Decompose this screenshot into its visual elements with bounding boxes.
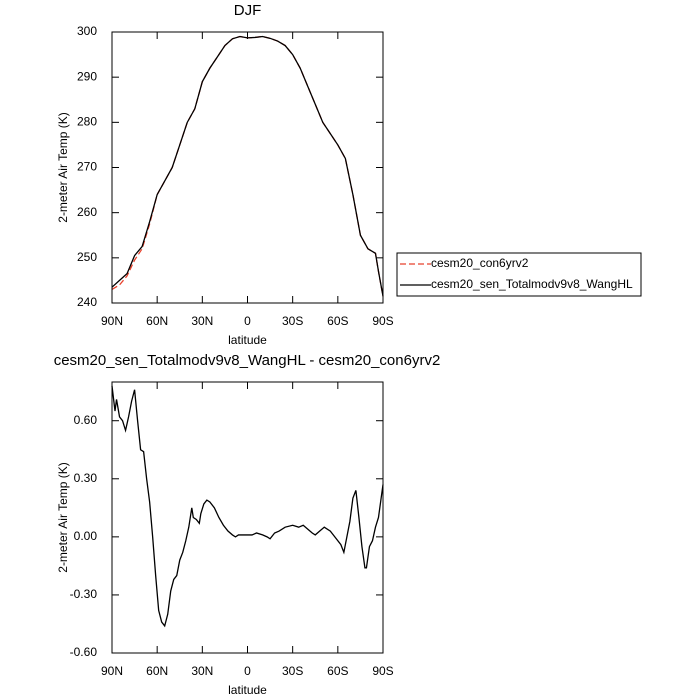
x-tick-label: 90N <box>101 314 123 328</box>
y-tick-label: -0.60 <box>70 645 98 659</box>
x-tick-label: 90S <box>372 664 393 678</box>
x-tick-label: 90S <box>372 314 393 328</box>
y-tick-label: 0.30 <box>74 471 98 485</box>
y-tick-label: 270 <box>77 160 97 174</box>
plot-frame <box>111 381 384 654</box>
y-axis-label: 2-meter Air Temp (K) <box>56 112 70 222</box>
legend-label: cesm20_sen_Totalmodv9v8_WangHL <box>431 277 633 291</box>
x-tick-label: 30S <box>282 314 303 328</box>
y-tick-label: -0.30 <box>70 587 98 601</box>
x-tick-label: 60S <box>327 664 348 678</box>
x-tick-label: 30N <box>191 664 213 678</box>
x-tick-label: 30N <box>191 314 213 328</box>
x-tick-label: 0 <box>244 314 251 328</box>
y-tick-label: 240 <box>77 295 97 309</box>
x-tick-label: 30S <box>282 664 303 678</box>
chart-title: DJF <box>234 2 262 19</box>
plot-frame <box>111 31 384 304</box>
y-tick-label: 290 <box>77 69 97 83</box>
y-tick-label: 280 <box>77 115 97 129</box>
legend-label: cesm20_con6yrv2 <box>431 256 529 270</box>
legend-box <box>396 252 642 297</box>
x-tick-label: 60N <box>146 314 168 328</box>
data-line <box>111 35 384 297</box>
chart-title: cesm20_sen_Totalmodv9v8_WangHL - cesm20_… <box>54 352 441 369</box>
y-tick-label: 300 <box>77 24 97 38</box>
y-tick-label: 250 <box>77 250 97 264</box>
y-tick-label: 0.00 <box>74 529 98 543</box>
x-tick-label: 60N <box>146 664 168 678</box>
x-tick-label: 0 <box>244 664 251 678</box>
y-axis-label: 2-meter Air Temp (K) <box>56 462 70 572</box>
x-tick-label: 60S <box>327 314 348 328</box>
x-tick-label: 90N <box>101 664 123 678</box>
data-line <box>111 385 384 628</box>
x-axis-label: latitude <box>228 333 267 347</box>
y-tick-label: 0.60 <box>74 413 98 427</box>
y-tick-label: 260 <box>77 205 97 219</box>
x-axis-label: latitude <box>228 683 267 697</box>
data-line <box>111 35 384 297</box>
